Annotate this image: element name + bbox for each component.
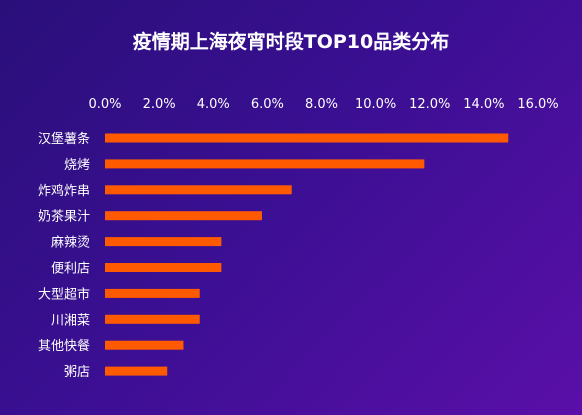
category-label: 奶茶果汁 <box>38 209 90 225</box>
bar <box>105 263 222 272</box>
bar <box>105 211 262 221</box>
category-label: 川湘菜 <box>51 313 90 328</box>
category-label: 汉堡薯条 <box>38 131 90 147</box>
x-tick-label: 6.0% <box>251 97 284 112</box>
x-tick-label: 14.0% <box>463 97 504 112</box>
category-label: 便利店 <box>51 262 90 277</box>
category-label: 大型超市 <box>38 286 90 302</box>
bar <box>105 314 200 324</box>
x-tick-label: 16.0% <box>517 97 558 112</box>
category-label: 粥店 <box>64 364 90 380</box>
bar <box>105 340 184 350</box>
category-label: 麻辣烫 <box>51 236 90 251</box>
x-tick-label: 4.0% <box>197 97 230 112</box>
x-tick-label: 8.0% <box>305 97 338 112</box>
bar <box>105 133 509 143</box>
bar <box>105 237 222 247</box>
category-label: 炸鸡炸串 <box>38 183 90 199</box>
chart-title: 疫情期上海夜宵时段TOP10品类分布 <box>133 30 449 53</box>
bar <box>105 366 168 376</box>
category-label: 其他快餐 <box>38 338 90 354</box>
bar <box>105 159 425 169</box>
bars <box>105 133 509 376</box>
bar <box>105 185 292 195</box>
x-tick-label: 12.0% <box>409 97 450 112</box>
x-tick-label: 2.0% <box>143 97 176 112</box>
category-label: 烧烤 <box>64 158 90 173</box>
x-axis-ticks: 0.0% 2.0% 4.0% 6.0% 8.0% 10.0% 12.0% 14.0% 16.0% <box>88 97 558 112</box>
x-tick-label: 0.0% <box>88 97 121 112</box>
x-tick-label: 10.0% <box>355 97 396 112</box>
bar <box>105 288 200 298</box>
